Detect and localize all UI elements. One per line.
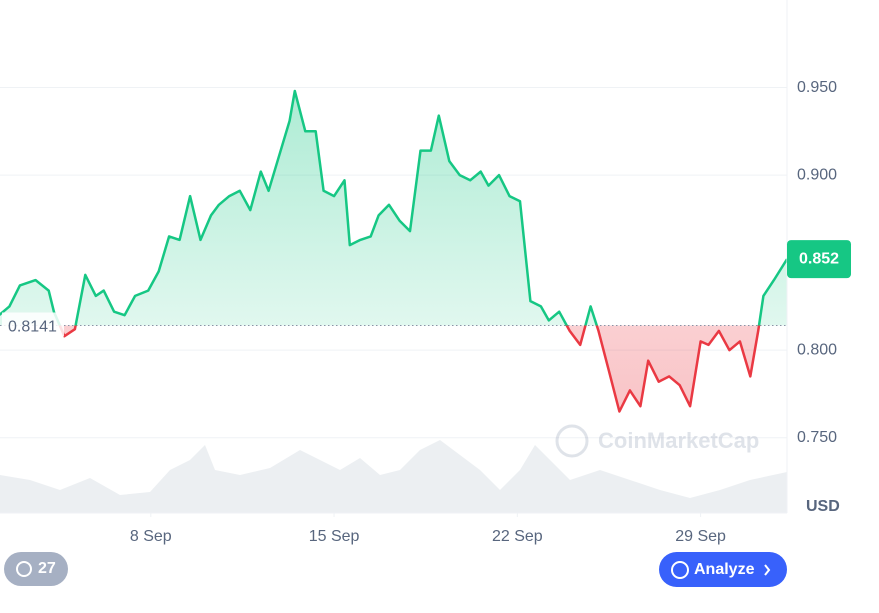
volume-area: [0, 440, 787, 513]
badge-count: 27: [38, 560, 56, 577]
y-tick-label: 0.800: [797, 341, 837, 358]
badge-icon: [16, 561, 32, 577]
currency-label: USD: [806, 498, 840, 515]
y-tick-label: 0.950: [797, 79, 837, 96]
x-tick-label: 22 Sep: [492, 528, 543, 545]
price-line-down: [58, 325, 761, 413]
analyze-button[interactable]: [659, 552, 787, 587]
current-price-bg: [787, 240, 851, 279]
analyze-chevron: [764, 564, 771, 576]
x-tick-label: 8 Sep: [130, 528, 172, 545]
y-tick-label: 0.900: [797, 166, 837, 183]
x-tick-label: 15 Sep: [309, 528, 360, 545]
analyze-icon: [671, 561, 689, 579]
baseline-label-bg: [2, 312, 64, 337]
watermark-logo: [555, 424, 589, 458]
area-up: [0, 91, 787, 326]
area-down: [0, 325, 787, 412]
x-tick-label: 29 Sep: [675, 528, 726, 545]
y-tick-label: 0.750: [797, 429, 837, 446]
badge[interactable]: [4, 552, 68, 586]
watermark: CoinMarketCap: [555, 424, 759, 458]
current-price: 0.852: [799, 250, 839, 267]
price-line-up: [0, 89, 787, 326]
analyze-label: Analyze: [694, 561, 755, 578]
baseline-label: 0.8141: [8, 319, 57, 336]
watermark-text: CoinMarketCap: [598, 428, 759, 453]
